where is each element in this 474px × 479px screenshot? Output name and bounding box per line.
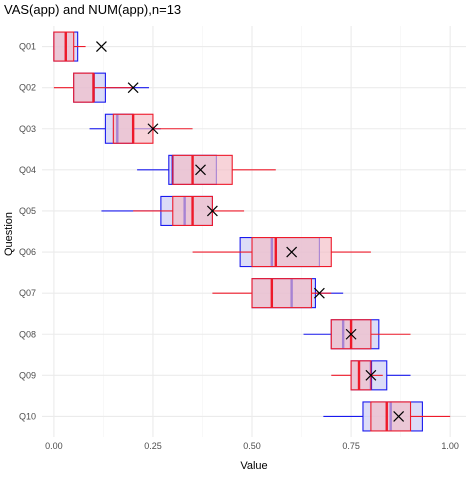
- mean-marker-q07: [313, 287, 325, 299]
- marker-stroke: [393, 411, 405, 422]
- y-tick-label: Q08: [19, 329, 36, 339]
- y-tick-label: Q10: [19, 411, 36, 421]
- x-tick-label: 0.25: [144, 441, 162, 451]
- mean-marker-q01: [96, 41, 107, 52]
- mean-marker-q03: [147, 123, 159, 135]
- marker-stroke: [127, 82, 139, 94]
- marker-stroke: [206, 205, 218, 217]
- marker-stroke: [313, 287, 325, 299]
- y-tick-label: Q07: [19, 288, 36, 298]
- box-layer: [53, 31, 451, 432]
- x-axis-title: Value: [240, 460, 267, 472]
- x-tick-label: 0.50: [243, 441, 261, 451]
- mean-marker-q04: [195, 164, 206, 176]
- y-tick-label: Q01: [19, 42, 36, 52]
- mean-marker-q08: [345, 328, 357, 340]
- mean-marker-q05: [206, 205, 218, 217]
- box-red-q06: [192, 237, 371, 268]
- y-tick-label: Q09: [19, 370, 36, 380]
- marker-stroke: [195, 164, 206, 176]
- y-tick-label: Q02: [19, 83, 36, 93]
- mean-marker-q09: [365, 369, 377, 381]
- x-tick-label: 1.00: [441, 441, 459, 451]
- y-axis-title: Question: [3, 212, 15, 256]
- box-red-q01: [53, 31, 86, 62]
- marker-stroke: [365, 369, 377, 381]
- marker-stroke: [147, 123, 159, 135]
- tick-layer: 0.00 0.25 0.50 0.75 1.00 Q01 Q02 Q03 Q04 Q05 Q06 Q0…: [19, 42, 459, 451]
- box-iqr: [73, 72, 95, 103]
- x-tick-label: 0.00: [45, 441, 63, 451]
- box-red-q09: [331, 360, 383, 391]
- box-red-q05: [133, 195, 245, 226]
- box-iqr: [251, 278, 313, 309]
- box-red-q07: [212, 278, 332, 309]
- marker-stroke: [345, 328, 357, 340]
- box-iqr: [53, 31, 75, 62]
- y-tick-label: Q03: [19, 124, 36, 134]
- box-red-q08: [330, 319, 411, 350]
- box-iqr: [172, 154, 233, 185]
- box-red-q02: [53, 72, 134, 103]
- mean-marker-q10: [393, 411, 405, 422]
- box-red-q04: [172, 154, 276, 185]
- marker-stroke: [286, 246, 298, 258]
- box-iqr: [370, 401, 412, 432]
- mean-marker-q02: [127, 82, 139, 94]
- box-iqr: [350, 360, 372, 391]
- mean-marker-q06: [286, 246, 298, 258]
- chart-title: VAS(app) and NUM(app),n=13: [4, 2, 181, 17]
- y-tick-label: Q04: [19, 165, 36, 175]
- y-tick-label: Q06: [19, 247, 36, 257]
- box-red-q10: [370, 401, 451, 432]
- y-tick-label: Q05: [19, 206, 36, 216]
- marker-stroke: [96, 41, 107, 52]
- x-tick-label: 0.75: [342, 441, 360, 451]
- marker-layer: [96, 41, 405, 422]
